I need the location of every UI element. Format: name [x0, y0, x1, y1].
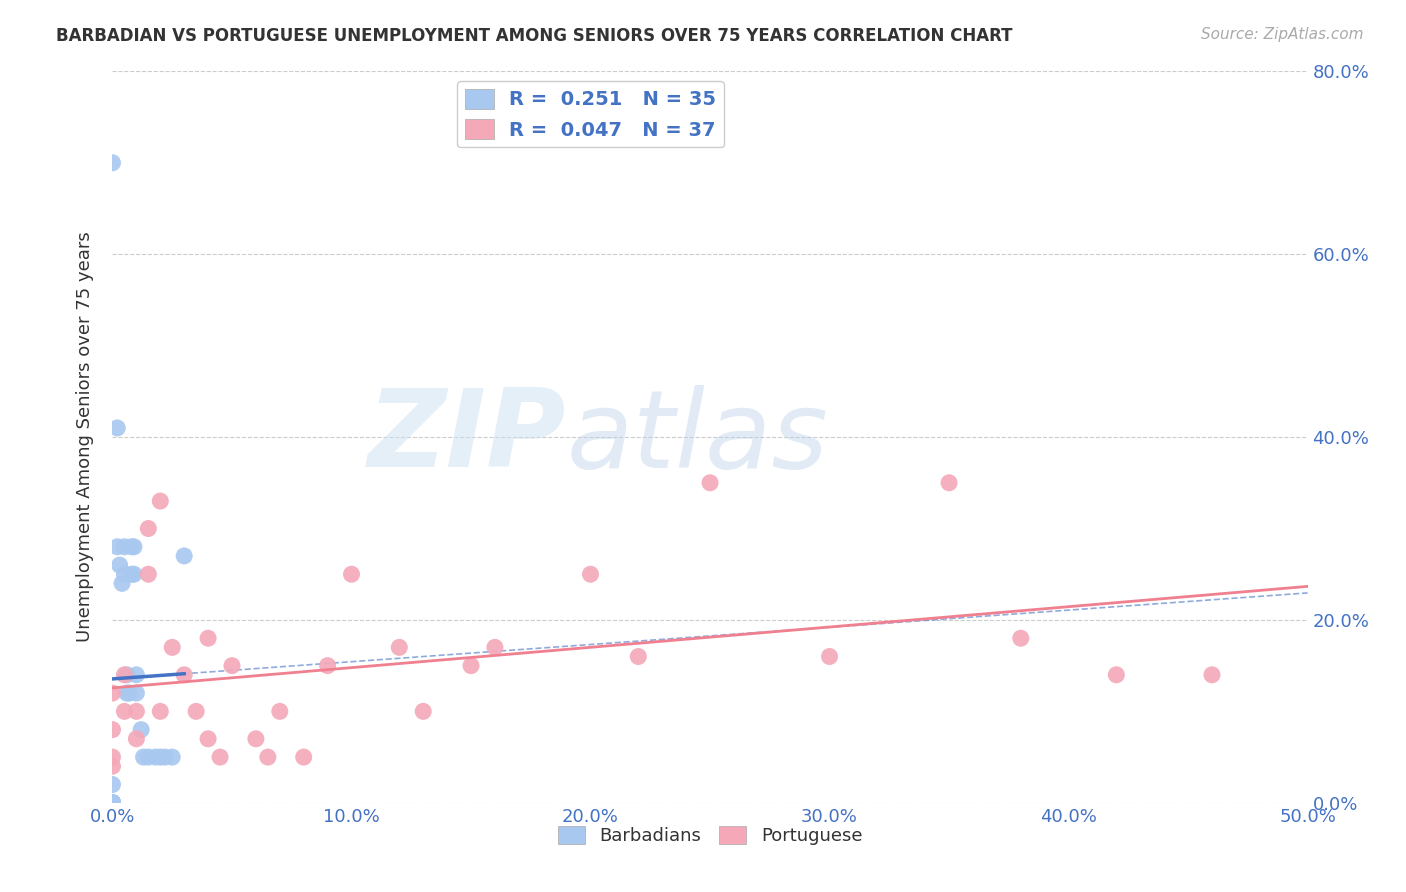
Point — [122, 567, 145, 582]
Point — [162, 640, 183, 655]
Text: ZIP: ZIP — [368, 384, 567, 490]
Point — [149, 750, 172, 764]
Point — [292, 750, 315, 764]
Point — [108, 558, 131, 573]
Point — [101, 723, 124, 737]
Point — [579, 567, 602, 582]
Point — [101, 796, 124, 810]
Point — [627, 649, 650, 664]
Legend: Barbadians, Portuguese: Barbadians, Portuguese — [551, 819, 869, 852]
Point — [114, 667, 135, 681]
Point — [114, 705, 135, 719]
Point — [153, 750, 176, 764]
Point — [101, 750, 124, 764]
Point — [101, 796, 124, 810]
Y-axis label: Unemployment Among Seniors over 75 years: Unemployment Among Seniors over 75 years — [76, 232, 94, 642]
Point — [197, 731, 219, 746]
Point — [105, 540, 128, 554]
Point — [818, 649, 841, 664]
Point — [1010, 632, 1032, 646]
Point — [245, 731, 267, 746]
Point — [101, 796, 124, 810]
Point — [115, 686, 138, 700]
Point — [699, 475, 721, 490]
Point — [101, 796, 124, 810]
Point — [121, 567, 143, 582]
Point — [101, 686, 124, 700]
Point — [121, 540, 143, 554]
Point — [101, 796, 124, 810]
Point — [412, 705, 434, 719]
Point — [129, 723, 152, 737]
Point — [114, 567, 135, 582]
Point — [118, 686, 141, 700]
Point — [197, 632, 219, 646]
Point — [138, 567, 160, 582]
Point — [138, 750, 160, 764]
Point — [186, 705, 208, 719]
Point — [173, 549, 195, 563]
Point — [132, 750, 155, 764]
Point — [316, 658, 339, 673]
Point — [340, 567, 363, 582]
Point — [125, 686, 148, 700]
Point — [388, 640, 411, 655]
Point — [125, 705, 148, 719]
Point — [221, 658, 243, 673]
Point — [115, 667, 138, 681]
Point — [114, 540, 135, 554]
Text: Source: ZipAtlas.com: Source: ZipAtlas.com — [1201, 27, 1364, 42]
Point — [101, 759, 124, 773]
Point — [1105, 667, 1128, 681]
Point — [138, 521, 160, 535]
Point — [209, 750, 232, 764]
Text: BARBADIAN VS PORTUGUESE UNEMPLOYMENT AMONG SENIORS OVER 75 YEARS CORRELATION CHA: BARBADIAN VS PORTUGUESE UNEMPLOYMENT AMO… — [56, 27, 1012, 45]
Point — [122, 540, 145, 554]
Point — [145, 750, 167, 764]
Point — [101, 796, 124, 810]
Point — [101, 796, 124, 810]
Point — [111, 576, 134, 591]
Point — [149, 705, 172, 719]
Text: atlas: atlas — [567, 384, 828, 490]
Point — [173, 667, 195, 681]
Point — [149, 494, 172, 508]
Point — [101, 796, 124, 810]
Point — [101, 796, 124, 810]
Point — [484, 640, 506, 655]
Point — [101, 156, 124, 170]
Point — [125, 667, 148, 681]
Point — [125, 731, 148, 746]
Point — [101, 778, 124, 792]
Point — [105, 421, 128, 435]
Point — [938, 475, 960, 490]
Point — [257, 750, 280, 764]
Point — [269, 705, 291, 719]
Point — [162, 750, 183, 764]
Point — [101, 796, 124, 810]
Point — [1201, 667, 1223, 681]
Point — [460, 658, 482, 673]
